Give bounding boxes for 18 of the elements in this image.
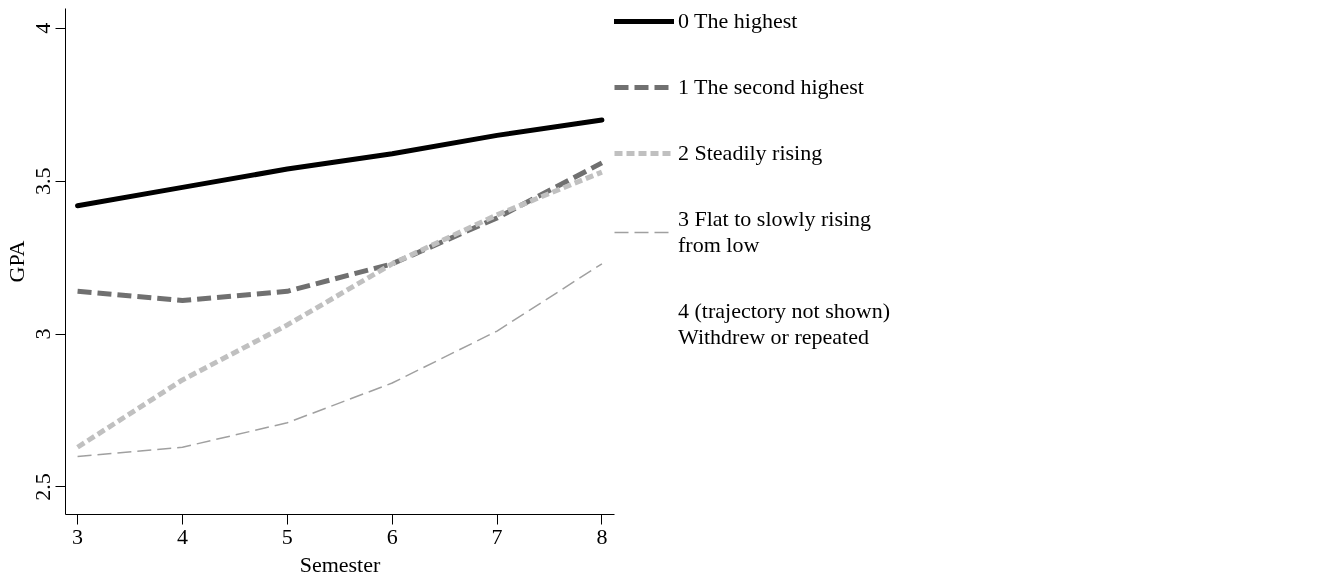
y-tick-label: 4 <box>30 22 56 34</box>
text: 4 (trajectory not shown) Withdrew or repeated <box>678 298 890 350</box>
legend-label: 3 Flat to slowly rising from low <box>678 206 872 258</box>
y-tick-label: 3.5 <box>30 167 56 195</box>
y-tick-label: 3 <box>30 328 56 340</box>
legend-label: 1 The second highest <box>678 74 864 100</box>
x-tick-label: 7 <box>491 523 503 549</box>
legend-label: 0 The highest <box>678 8 798 34</box>
y-tick-label: 2.5 <box>30 473 56 501</box>
line-series <box>76 263 603 458</box>
x-tick-label: 5 <box>281 523 293 549</box>
x-tick-label: 4 <box>176 523 188 549</box>
x-tick-label: 3 <box>72 523 84 549</box>
x-tick-label: 6 <box>386 523 398 549</box>
x-tick-label: 8 <box>596 523 608 549</box>
legend-label: 2 Steadily rising <box>678 140 823 166</box>
y-axis-title: GPA <box>3 240 29 283</box>
x-axis-title: Semester <box>299 551 381 577</box>
